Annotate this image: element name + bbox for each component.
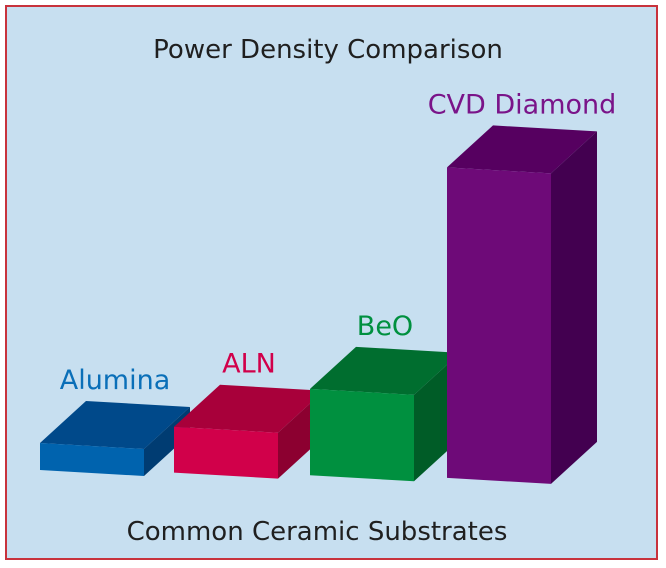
chart-title: Power Density Comparison [153,35,503,65]
chart-frame [5,5,658,560]
bar-side-face [551,131,597,484]
bar-top-face [310,346,460,395]
bar-front-face [174,426,278,479]
bar-top-face [174,384,324,433]
bar-top-face [447,125,597,174]
bar-label: CVD Diamond [428,89,617,120]
bar-front-face [310,388,414,482]
bar-top-face [40,401,190,449]
bar-alumina: Alumina [40,365,190,476]
bar-front-face [447,167,551,484]
bar-label: BeO [357,311,413,342]
bar-cvd-diamond: CVD Diamond [428,89,617,484]
bar-label: Alumina [60,365,171,396]
bar-label: ALN [222,349,276,380]
bars-group: Alumina ALN BeO CVD Diamond [40,89,616,484]
bar-front-face [40,443,144,476]
x-axis-label: Common Ceramic Substrates [127,517,508,547]
